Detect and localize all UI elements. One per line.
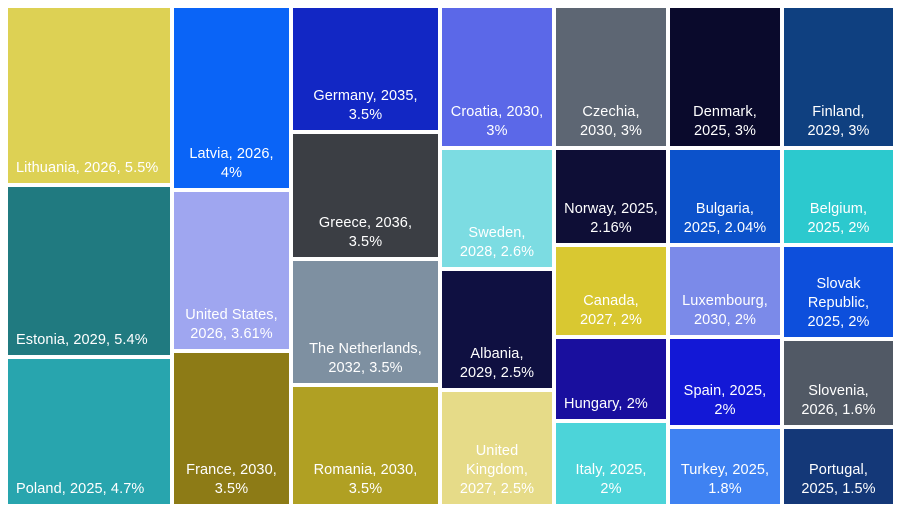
treemap-tile-label: Romania, 2030, 3.5% — [313, 462, 418, 497]
treemap-tile-finland[interactable]: Finland, 2029, 3% — [784, 8, 893, 146]
treemap-tile-label: United Kingdom, 2027, 2.5% — [459, 443, 535, 497]
treemap-tile-turkey[interactable]: Turkey, 2025, 1.8% — [670, 429, 780, 504]
treemap-tile-united-kingdom[interactable]: United Kingdom, 2027, 2.5% — [442, 392, 552, 504]
treemap-tile-france[interactable]: France, 2030, 3.5% — [174, 353, 289, 504]
treemap-tile-label: Belgium, 2025, 2% — [807, 201, 870, 236]
treemap-tile-italy[interactable]: Italy, 2025, 2% — [556, 423, 666, 504]
treemap-tile-poland[interactable]: Poland, 2025, 4.7% — [8, 359, 170, 504]
treemap-tile-label: Italy, 2025, 2% — [575, 462, 647, 497]
treemap-tile-greece[interactable]: Greece, 2036, 3.5% — [293, 134, 438, 257]
treemap-tile-estonia[interactable]: Estonia, 2029, 5.4% — [8, 187, 170, 355]
treemap-tile-label: Slovak Republic, 2025, 2% — [807, 276, 870, 330]
treemap-tile-label: Estonia, 2029, 5.4% — [16, 332, 148, 348]
treemap-tile-bulgaria[interactable]: Bulgaria, 2025, 2.04% — [670, 150, 780, 243]
treemap-tile-label: Czechia, 2030, 3% — [579, 104, 643, 139]
treemap-tile-label: Spain, 2025, 2% — [683, 383, 767, 418]
treemap-tile-lithuania[interactable]: Lithuania, 2026, 5.5% — [8, 8, 170, 183]
treemap-tile-belgium[interactable]: Belgium, 2025, 2% — [784, 150, 893, 243]
treemap-tile-label: Albania, 2029, 2.5% — [459, 346, 535, 381]
treemap-tile-label: Norway, 2025, 2.16% — [564, 201, 658, 236]
treemap-tile-czechia[interactable]: Czechia, 2030, 3% — [556, 8, 666, 146]
treemap-tile-label: Slovenia, 2026, 1.6% — [801, 383, 876, 418]
treemap-tile-albania[interactable]: Albania, 2029, 2.5% — [442, 271, 552, 388]
treemap-tile-united-states[interactable]: United States, 2026, 3.61% — [174, 192, 289, 349]
treemap-tile-label: Canada, 2027, 2% — [579, 293, 643, 328]
treemap-tile-label: Croatia, 2030, 3% — [450, 104, 544, 139]
treemap-tile-the-netherlands[interactable]: The Netherlands, 2032, 3.5% — [293, 261, 438, 383]
treemap-tile-slovenia[interactable]: Slovenia, 2026, 1.6% — [784, 341, 893, 425]
treemap-tile-label: Bulgaria, 2025, 2.04% — [683, 201, 767, 236]
treemap-tile-label: Greece, 2036, 3.5% — [318, 215, 413, 250]
treemap-tile-label: France, 2030, 3.5% — [186, 462, 277, 497]
treemap-tile-portugal[interactable]: Portugal, 2025, 1.5% — [784, 429, 893, 504]
treemap-tile-denmark[interactable]: Denmark, 2025, 3% — [670, 8, 780, 146]
treemap-tile-sweden[interactable]: Sweden, 2028, 2.6% — [442, 150, 552, 267]
treemap-tile-label: Sweden, 2028, 2.6% — [459, 225, 535, 260]
treemap-tile-label: Hungary, 2% — [564, 396, 648, 412]
treemap-tile-slovak-republic[interactable]: Slovak Republic, 2025, 2% — [784, 247, 893, 337]
treemap-tile-hungary[interactable]: Hungary, 2% — [556, 339, 666, 419]
treemap-tile-label: Poland, 2025, 4.7% — [16, 481, 145, 497]
treemap-tile-norway[interactable]: Norway, 2025, 2.16% — [556, 150, 666, 243]
treemap-tile-label: United States, 2026, 3.61% — [185, 307, 278, 342]
treemap-tile-label: Latvia, 2026, 4% — [189, 146, 274, 181]
treemap-tile-canada[interactable]: Canada, 2027, 2% — [556, 247, 666, 335]
treemap-tile-luxembourg[interactable]: Luxembourg, 2030, 2% — [670, 247, 780, 335]
treemap-tile-romania[interactable]: Romania, 2030, 3.5% — [293, 387, 438, 504]
treemap-tile-label: Finland, 2029, 3% — [807, 104, 870, 139]
treemap-tile-label: Lithuania, 2026, 5.5% — [16, 160, 159, 176]
treemap-tile-label: Portugal, 2025, 1.5% — [801, 462, 876, 497]
treemap-tile-latvia[interactable]: Latvia, 2026, 4% — [174, 8, 289, 188]
treemap-tile-spain[interactable]: Spain, 2025, 2% — [670, 339, 780, 425]
treemap-tile-germany[interactable]: Germany, 2035, 3.5% — [293, 8, 438, 130]
treemap-tile-label: Denmark, 2025, 3% — [693, 104, 757, 139]
treemap-tile-label: Turkey, 2025, 1.8% — [680, 462, 770, 497]
treemap-tile-label: Germany, 2035, 3.5% — [313, 88, 418, 123]
treemap-tile-label: The Netherlands, 2032, 3.5% — [309, 341, 422, 376]
treemap-tile-croatia[interactable]: Croatia, 2030, 3% — [442, 8, 552, 146]
treemap-tile-label: Luxembourg, 2030, 2% — [682, 293, 768, 328]
